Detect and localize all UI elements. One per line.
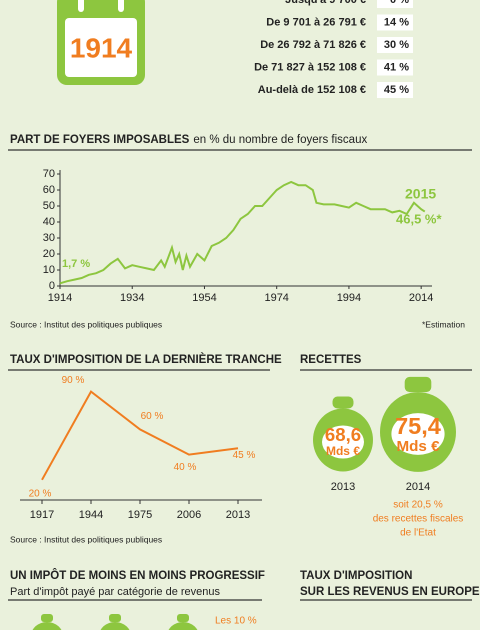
annotation: 46,5 %*: [396, 211, 442, 226]
calendar-icon: [57, 0, 145, 85]
line: [59, 180, 426, 285]
bracket-range: De 9 701 à 26 791 €: [266, 16, 366, 28]
bracket-rate: 14 %: [384, 16, 409, 28]
line: [41, 390, 239, 481]
x-tick-label: 2013: [226, 509, 250, 521]
annotation: 2015: [405, 186, 436, 202]
year: 2013: [331, 481, 355, 493]
bracket-rate: 30 %: [384, 39, 409, 51]
amount: 68,6: [325, 424, 361, 445]
section-title: UN IMPÔT DE MOINS EN MOINS PROGRESSIF: [10, 569, 265, 582]
note: de l'Etat: [400, 528, 436, 539]
bracket-range: Au-delà de 152 108 €: [258, 84, 366, 96]
bracket-range: De 71 827 à 152 108 €: [254, 61, 366, 73]
x-tick-label: 1934: [120, 292, 144, 304]
source: Source : Institut des politiques publiqu…: [10, 319, 162, 329]
unit: Mds €: [326, 444, 360, 458]
value-label: 45 %: [233, 450, 256, 461]
x-tick-label: 2006: [177, 509, 201, 521]
bracket-range: De 26 792 à 71 826 €: [260, 39, 366, 51]
bracket-range: Jusqu'à 9 700 €: [285, 0, 366, 6]
section-title: TAUX D'IMPOSITION: [300, 570, 412, 582]
calendar-year: 1914: [70, 32, 133, 63]
bag-icons: [32, 614, 198, 630]
x-tick-label: 1944: [79, 509, 103, 521]
y-tick-label: 10: [43, 264, 55, 276]
value-label: 60 %: [141, 411, 164, 422]
section-title: RECETTES: [300, 354, 362, 366]
section-title: SUR LES REVENUS EN EUROPE: [300, 586, 480, 598]
y-tick-label: 60: [43, 184, 55, 196]
y-tick-label: 70: [43, 168, 55, 180]
year: 2014: [406, 481, 430, 493]
rate-box: [377, 37, 413, 53]
value-label: 90 %: [62, 375, 85, 386]
rate-box: [377, 0, 413, 8]
value-label: 40 %: [174, 462, 197, 473]
x-tick-label: 1917: [30, 509, 54, 521]
chart-title: PART DE FOYERS IMPOSABLES en % du nombre …: [10, 134, 367, 146]
unit: Mds €: [396, 438, 440, 455]
footnote: *Estimation: [422, 319, 465, 329]
y-tick-label: 30: [43, 232, 55, 244]
x-tick-label: 1975: [128, 509, 152, 521]
chart-title: TAUX D'IMPOSITION DE LA DERNIÈRE TRANCHE: [10, 353, 282, 366]
note: soit 20,5 %: [393, 500, 443, 511]
y-tick-label: 0: [49, 280, 55, 292]
rate-box: [377, 59, 413, 76]
y-tick-label: 40: [43, 216, 55, 228]
y-tick-label: 50: [43, 200, 55, 212]
x-tick-label: 2014: [409, 292, 433, 304]
x-tick-label: 1974: [264, 292, 288, 304]
chart-title: PART DE FOYERS IMPOSABLES: [10, 134, 190, 146]
bag-icon: [332, 396, 354, 409]
bracket-table: Jusqu'à 9 700 € 0 % De 9 701 à 26 791 € 14 …: [254, 0, 413, 98]
x-tick-label: 1954: [192, 292, 216, 304]
amount: 75,4: [395, 413, 441, 439]
note: des recettes fiscales: [373, 514, 464, 525]
chart-subtitle: en % du nombre de foyers fiscaux: [193, 134, 367, 146]
bracket-rate: 41 %: [384, 61, 409, 73]
chart-tranche: 1917 20 % 1944 90 % 1975 60 % 2006 40 % 2013 45 %: [20, 375, 262, 521]
bag-icon: [322, 425, 364, 459]
rate-box: [377, 82, 413, 98]
section-subtitle: Part d'impôt payé par catégorie de reven…: [10, 586, 220, 598]
bracket-rate: 45 %: [384, 84, 409, 96]
source: Source : Institut des politiques publiqu…: [10, 534, 162, 544]
label: Les 10 %: [215, 616, 257, 627]
bag-icon: [404, 376, 432, 393]
chart-foyers: 0 10 20 30 40 50 60 70 1914 1934 1954 1974 1994 2014 1…: [43, 168, 443, 304]
y-tick-label: 20: [43, 248, 55, 260]
x-tick-label: 1994: [337, 292, 361, 304]
rate-box: [377, 14, 413, 31]
bracket-rate: 0 %: [390, 0, 409, 6]
value-label: 20 %: [29, 488, 52, 499]
annotation: 1,7 %: [62, 258, 90, 270]
x-tick-label: 1914: [48, 292, 72, 304]
bag-icon: [391, 413, 445, 455]
